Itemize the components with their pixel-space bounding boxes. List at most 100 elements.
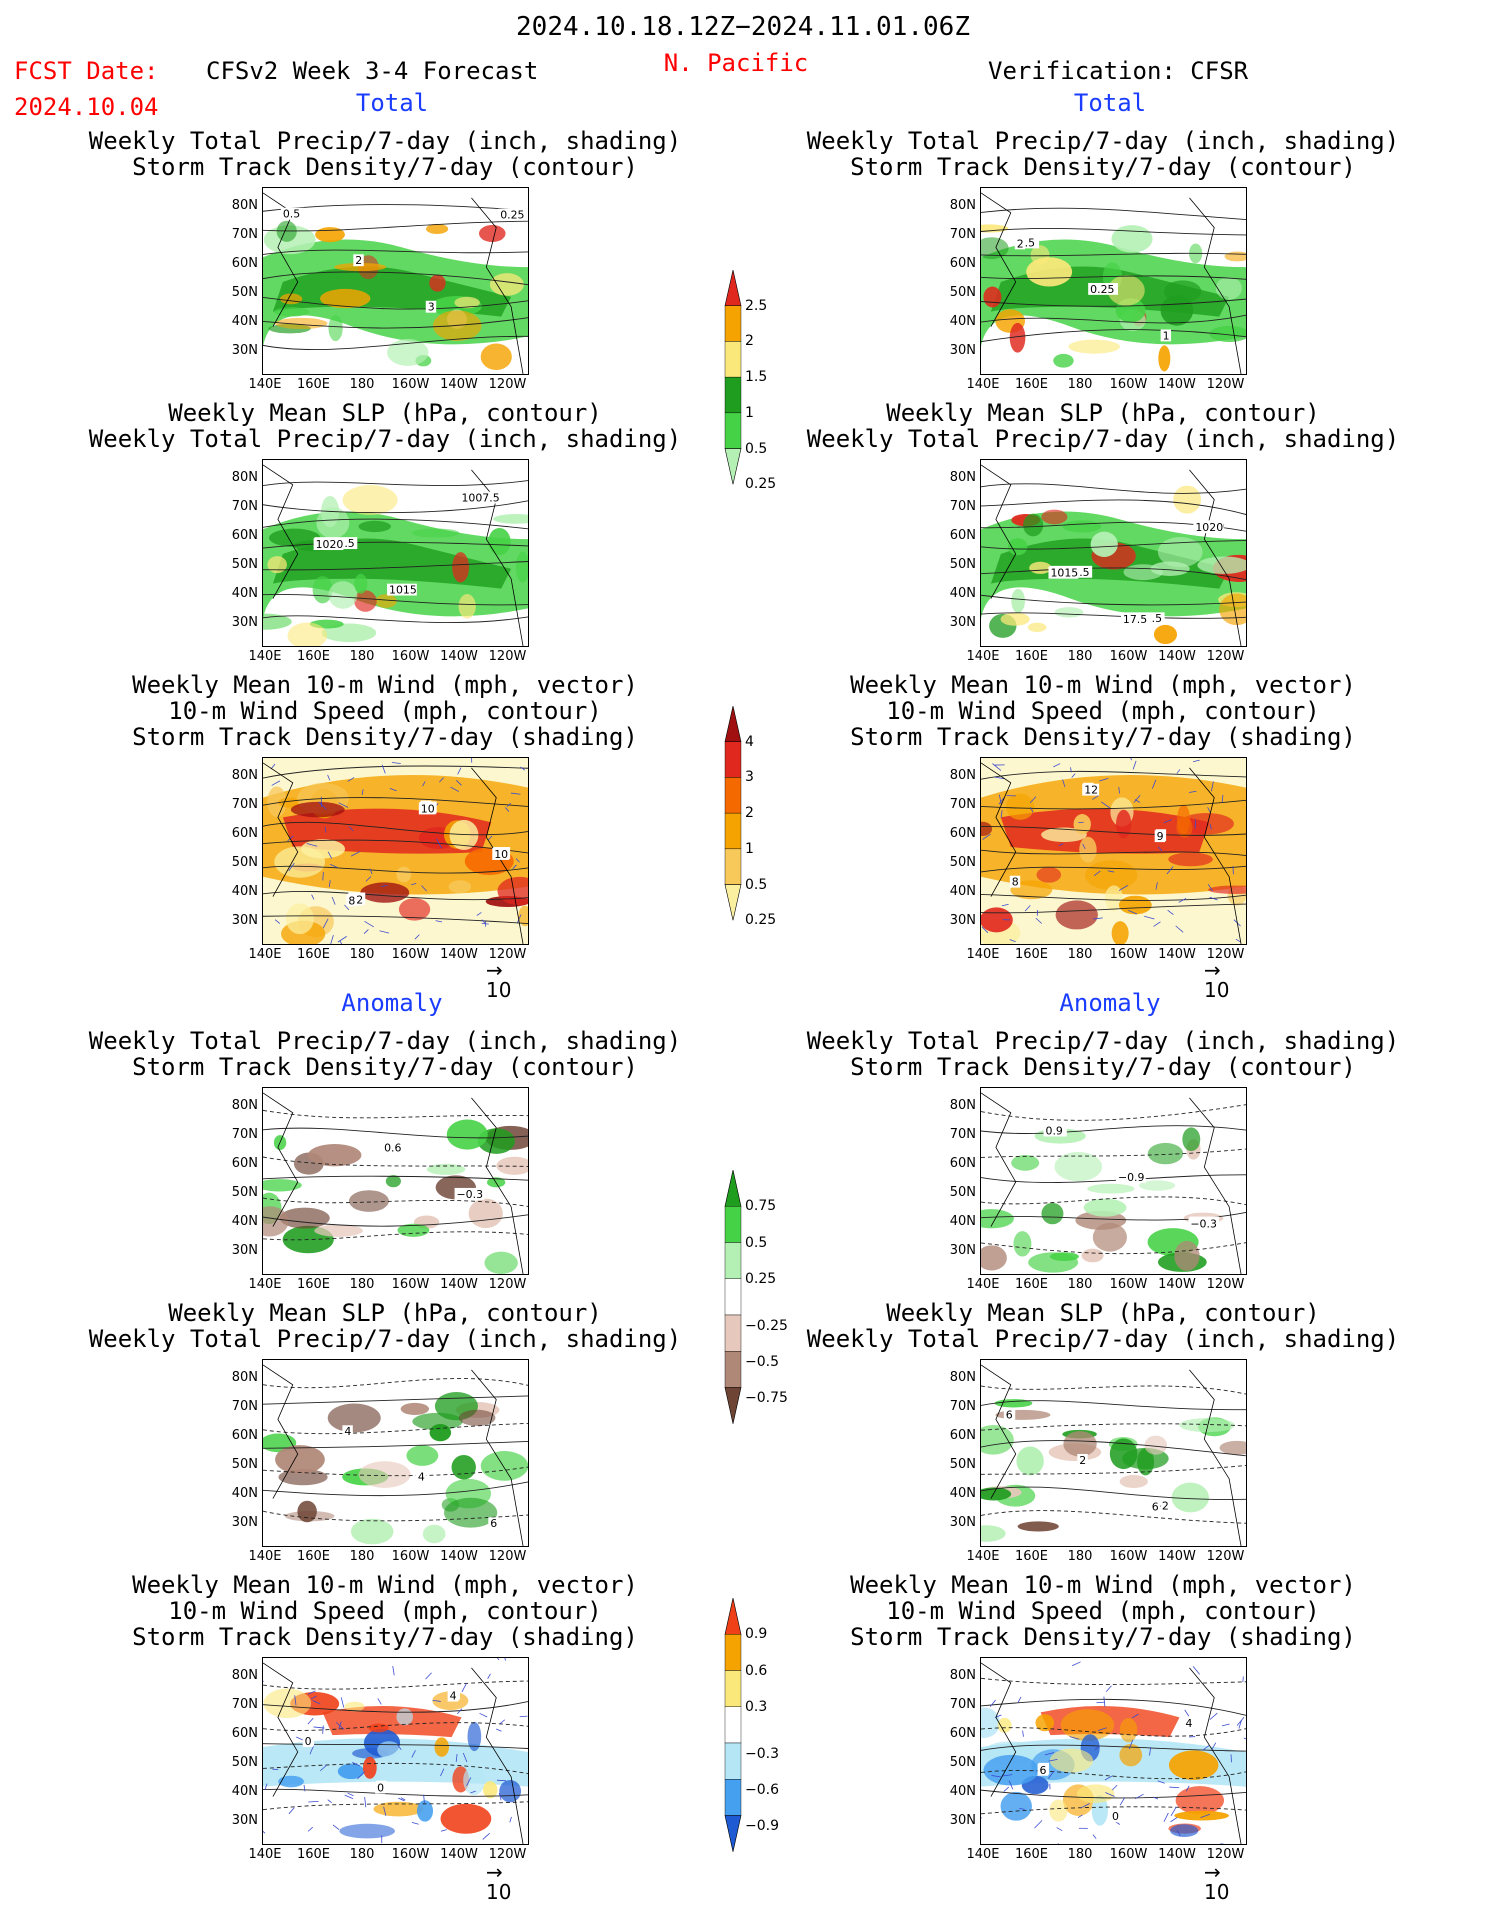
lat-tick-label: 60N	[231, 528, 258, 543]
lon-tick-label: 140W	[1158, 1549, 1196, 1564]
lat-tick-label: 50N	[949, 1755, 976, 1770]
lat-tick-label: 50N	[949, 285, 976, 300]
contour-label: 1015	[389, 584, 417, 597]
colorbar-label: 1	[745, 840, 754, 857]
vector-ref-value: 10	[1204, 1880, 1230, 1904]
lat-tick-label: 30N	[949, 913, 976, 928]
colorbar-label: 2.5	[745, 297, 768, 314]
map-plot: 0.9−0.60.9−0.9−0.3	[981, 1092, 1246, 1274]
contour-label-bg	[1003, 1408, 1015, 1421]
contour-label: 12	[1084, 784, 1098, 797]
contour-label-bg	[375, 1781, 386, 1794]
lat-tick-label: 70N	[949, 1399, 976, 1414]
lat-tick-label: 60N	[949, 1156, 976, 1171]
obs-precip-title-1: Weekly Total Precip/7-day (inch, shading…	[806, 127, 1400, 155]
colorbar-total-density	[724, 706, 742, 921]
lon-tick-label: 120W	[488, 1277, 527, 1292]
map-panel-fc-precip-track: 0.5 2 3 0.25	[262, 187, 529, 375]
lon-tick-label: 140E	[966, 649, 1000, 664]
map-panel-obs-anom-precip-track: 0.9−0.60.9−0.9−0.3	[980, 1087, 1247, 1275]
map-panel-obs-wind: 668129	[980, 757, 1247, 945]
obs-wind-title-2: 10-m Wind Speed (mph, contour)	[886, 697, 1320, 725]
lon-tick-label: 120W	[1206, 1549, 1245, 1564]
lon-tick-label: 160E	[296, 947, 331, 962]
lat-tick-label: 50N	[231, 855, 258, 870]
lon-tick-label: 140E	[248, 377, 282, 392]
lon-tick-label: 160W	[1109, 649, 1148, 664]
lon-tick-label: 160E	[1014, 377, 1049, 392]
lon-tick-label: 140W	[440, 947, 478, 962]
lat-tick-label: 50N	[949, 1457, 976, 1472]
fc-anom-wind-title-2: 10-m Wind Speed (mph, contour)	[168, 1597, 602, 1625]
lat-tick-label: 60N	[949, 1428, 976, 1443]
vector-ref-value: 10	[1204, 978, 1230, 1002]
colorbar-total-precip	[724, 270, 742, 485]
lat-tick-label: 60N	[949, 256, 976, 271]
lon-tick-label: 140W	[440, 1277, 478, 1292]
lon-tick-label: 160E	[296, 649, 331, 664]
contour-label-bg	[1149, 1500, 1161, 1513]
lat-tick-label: 80N	[231, 1668, 258, 1683]
contour-label: 4	[450, 1690, 457, 1703]
fc-wind-title-2: 10-m Wind Speed (mph, contour)	[168, 697, 602, 725]
lat-tick-label: 60N	[231, 1726, 258, 1741]
obs-anom-slp-title-1: Weekly Mean SLP (hPa, contour)	[886, 1299, 1320, 1327]
lon-tick-label: 140W	[440, 377, 478, 392]
lon-tick-label: 140E	[966, 377, 1000, 392]
colorbar-label: 0.25	[745, 1270, 777, 1287]
lon-tick-label: 120W	[1206, 649, 1245, 664]
obs-anom-slp-title-2: Weekly Total Precip/7-day (inch, shading…	[806, 1325, 1400, 1353]
lon-tick-label: 140W	[1158, 649, 1196, 664]
lon-tick-label: 160E	[1014, 1277, 1049, 1292]
lat-tick-label: 60N	[231, 1156, 258, 1171]
map-plot: 2246004	[263, 1658, 528, 1844]
region-title: N. Pacific	[663, 49, 809, 77]
fc-anom-slp-title-2: Weekly Total Precip/7-day (inch, shading…	[88, 1325, 682, 1353]
map-plot: −24266	[981, 1364, 1246, 1546]
lon-tick-label: 160W	[1109, 1277, 1148, 1292]
vector-ref-obs-anom: → 10	[1204, 1860, 1230, 1904]
lon-tick-label: 120W	[1206, 1277, 1245, 1292]
fc-anom-precip-title-2: Storm Track Density/7-day (contour)	[132, 1053, 638, 1081]
contour-label-bg	[454, 1187, 485, 1200]
lat-tick-label: 80N	[231, 1370, 258, 1385]
lon-tick-label: 120W	[1206, 377, 1245, 392]
fc-wind-title-3: Storm Track Density/7-day (shading)	[132, 723, 638, 751]
lat-tick-label: 50N	[231, 285, 258, 300]
anomaly-label-right: Anomaly	[1059, 989, 1161, 1017]
contour-label-bg	[498, 208, 528, 221]
lat-tick-label: 60N	[231, 826, 258, 841]
colorbar-label: 0.5	[745, 876, 768, 893]
contour-label-bg	[1014, 237, 1026, 250]
contour-label-bg	[302, 1735, 314, 1748]
contour-label-bg	[1015, 236, 1040, 249]
colorbar-label: −0.25	[745, 1317, 788, 1334]
contour-label: 1015	[1050, 567, 1078, 580]
colorbar-label: 1.5	[745, 369, 768, 386]
contour-label-bg	[1043, 1124, 1067, 1137]
colorbar-label: 2	[745, 333, 754, 350]
contour-label-bg	[1188, 1217, 1219, 1230]
lon-tick-label: 140W	[440, 649, 478, 664]
lat-tick-label: 80N	[231, 198, 258, 213]
lat-tick-label: 30N	[231, 615, 258, 630]
lat-tick-label: 40N	[949, 1214, 976, 1229]
lat-tick-label: 70N	[231, 1697, 258, 1712]
contour-label-bg	[1088, 282, 1118, 295]
fc-wind-title-1: Weekly Mean 10-m Wind (mph, vector)	[132, 671, 638, 699]
obs-anom-precip-title-2: Storm Track Density/7-day (contour)	[850, 1053, 1356, 1081]
contour-label: −0.9	[1118, 1171, 1145, 1184]
fc-anom-precip-title-1: Weekly Total Precip/7-day (inch, shading…	[88, 1027, 682, 1055]
lon-tick-label: 140E	[966, 1847, 1000, 1862]
lon-tick-label: 160W	[1109, 1549, 1148, 1564]
lon-tick-label: 120W	[488, 1549, 527, 1564]
contour-label: −0.3	[1190, 1218, 1217, 1231]
contour-label-bg	[346, 894, 357, 907]
lon-tick-label: 140W	[1158, 947, 1196, 962]
contour-label-bg	[382, 1141, 406, 1154]
contour-label-bg	[1110, 1810, 1121, 1823]
contour-label: 0	[377, 1782, 384, 1795]
